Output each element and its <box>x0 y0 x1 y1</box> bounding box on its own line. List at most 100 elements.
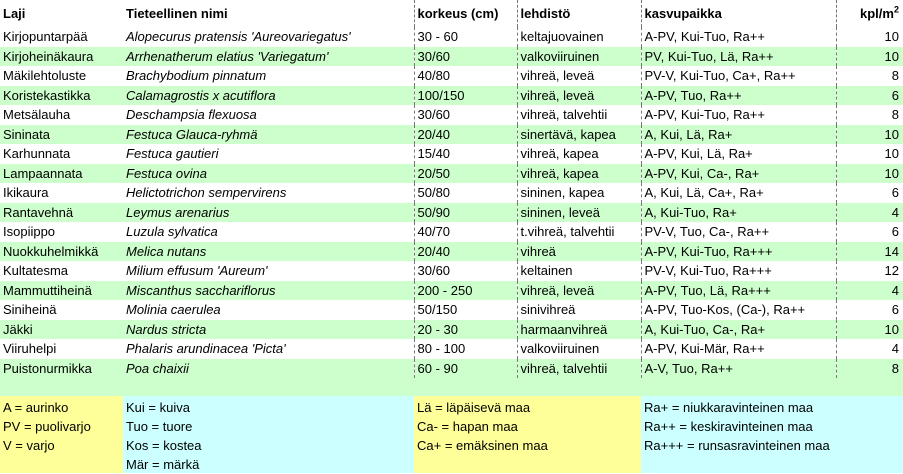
cell-korkeus[interactable]: 80 - 100 <box>414 339 518 359</box>
cell-laji[interactable]: Ikikaura <box>0 183 123 203</box>
cell-lehdisto[interactable]: vihreä, kapea <box>517 163 642 183</box>
empty-cell[interactable] <box>414 378 517 396</box>
cell-lehdisto[interactable]: harmaanvihreä <box>517 319 642 339</box>
cell-korkeus[interactable]: 40/80 <box>414 66 518 86</box>
header-laji[interactable]: Laji <box>0 0 123 27</box>
cell-laji[interactable]: Mammuttiheinä <box>0 280 123 300</box>
cell-lehdisto[interactable]: vihreä, leveä <box>517 85 642 105</box>
cell-kpl[interactable]: 4 <box>836 202 903 222</box>
cell-lehdisto[interactable]: vihreä, talvehtii <box>517 105 642 125</box>
cell-kpl[interactable]: 8 <box>836 105 903 125</box>
cell-laji[interactable]: Viiruhelpi <box>0 339 123 359</box>
cell-nimi[interactable]: Molinia caerulea <box>123 300 415 320</box>
cell-kasvupaikka[interactable]: A-PV, Tuo, Lä, Ra+++ <box>641 280 837 300</box>
cell-nimi[interactable]: Alopecurus pratensis 'Aureovariegatus' <box>123 27 415 47</box>
cell-lehdisto[interactable]: vihreä, kapea <box>517 144 642 164</box>
cell-lehdisto[interactable]: vihreä <box>517 241 642 261</box>
empty-cell[interactable] <box>517 378 641 396</box>
cell-kpl[interactable]: 10 <box>836 124 903 144</box>
cell-lehdisto[interactable]: vihreä, leveä <box>517 66 642 86</box>
cell-kpl[interactable]: 4 <box>836 280 903 300</box>
cell-kpl[interactable]: 10 <box>836 27 903 47</box>
cell-kpl[interactable]: 6 <box>836 183 903 203</box>
cell-kpl[interactable]: 8 <box>836 358 903 378</box>
cell-kasvupaikka[interactable]: A, Kui, Lä, Ra+ <box>641 124 837 144</box>
cell-lehdisto[interactable]: t.vihreä, talvehtii <box>517 222 642 242</box>
cell-laji[interactable]: Metsälauha <box>0 105 123 125</box>
cell-korkeus[interactable]: 50/80 <box>414 183 518 203</box>
cell-korkeus[interactable]: 100/150 <box>414 85 518 105</box>
cell-laji[interactable]: Isopiippo <box>0 222 123 242</box>
cell-nimi[interactable]: Luzula sylvatica <box>123 222 415 242</box>
cell-kpl[interactable]: 8 <box>836 66 903 86</box>
cell-korkeus[interactable]: 30/60 <box>414 261 518 281</box>
cell-laji[interactable]: Rantavehnä <box>0 202 123 222</box>
cell-kasvupaikka[interactable]: A-PV, Kui-Mär, Ra++ <box>641 339 837 359</box>
cell-laji[interactable]: Kultatesma <box>0 261 123 281</box>
cell-kasvupaikka[interactable]: PV-V, Kui-Tuo, Ra+++ <box>641 261 837 281</box>
cell-korkeus[interactable]: 30/60 <box>414 46 518 66</box>
cell-korkeus[interactable]: 60 - 90 <box>414 358 518 378</box>
cell-kasvupaikka[interactable]: A, Kui-Tuo, Ra+ <box>641 202 837 222</box>
cell-korkeus[interactable]: 30 - 60 <box>414 27 518 47</box>
cell-kasvupaikka[interactable]: A-PV, Tuo, Ra++ <box>641 85 837 105</box>
empty-cell[interactable] <box>836 378 903 396</box>
cell-korkeus[interactable]: 50/90 <box>414 202 518 222</box>
cell-kasvupaikka[interactable]: A-PV, Kui-Tuo, Ra++ <box>641 105 837 125</box>
cell-nimi[interactable]: Calamagrostis x acutiflora <box>123 85 415 105</box>
cell-kasvupaikka[interactable]: A-PV, Kui-Tuo, Ra++ <box>641 27 837 47</box>
cell-lehdisto[interactable]: keltajuovainen <box>517 27 642 47</box>
cell-kasvupaikka[interactable]: A-PV, Tuo-Kos, (Ca-), Ra++ <box>641 300 837 320</box>
cell-nimi[interactable]: Helictotrichon sempervirens <box>123 183 415 203</box>
cell-nimi[interactable]: Phalaris arundinacea 'Picta' <box>123 339 415 359</box>
cell-nimi[interactable]: Poa chaixii <box>123 358 415 378</box>
cell-lehdisto[interactable]: sinivihreä <box>517 300 642 320</box>
empty-cell[interactable] <box>641 378 836 396</box>
cell-lehdisto[interactable]: sininen, leveä <box>517 202 642 222</box>
cell-kpl[interactable]: 14 <box>836 241 903 261</box>
cell-laji[interactable]: Koristekastikka <box>0 85 123 105</box>
empty-cell[interactable] <box>123 378 414 396</box>
cell-laji[interactable]: Puistonurmikka <box>0 358 123 378</box>
cell-kpl[interactable]: 6 <box>836 300 903 320</box>
cell-kpl[interactable]: 10 <box>836 319 903 339</box>
cell-lehdisto[interactable]: vihreä, leveä <box>517 280 642 300</box>
cell-korkeus[interactable]: 200 - 250 <box>414 280 518 300</box>
header-lehdisto[interactable]: lehdistö <box>517 0 642 27</box>
cell-kasvupaikka[interactable]: A, Kui-Tuo, Ca-, Ra+ <box>641 319 837 339</box>
cell-kasvupaikka[interactable]: PV-V, Tuo, Ca-, Ra++ <box>641 222 837 242</box>
cell-kpl[interactable]: 6 <box>836 85 903 105</box>
cell-korkeus[interactable]: 20/40 <box>414 241 518 261</box>
cell-laji[interactable]: Kirjoheinäkaura <box>0 46 123 66</box>
cell-kasvupaikka[interactable]: A-PV, Kui, Lä, Ra+ <box>641 144 837 164</box>
cell-nimi[interactable]: Festuca Glauca-ryhmä <box>123 124 415 144</box>
cell-nimi[interactable]: Festuca ovina <box>123 163 415 183</box>
cell-nimi[interactable]: Nardus stricta <box>123 319 415 339</box>
header-kpl[interactable]: kpl/m2 <box>836 0 903 27</box>
cell-korkeus[interactable]: 30/60 <box>414 105 518 125</box>
cell-korkeus[interactable]: 20/40 <box>414 124 518 144</box>
cell-korkeus[interactable]: 20/50 <box>414 163 518 183</box>
cell-nimi[interactable]: Milium effusum 'Aureum' <box>123 261 415 281</box>
cell-nimi[interactable]: Arrhenatherum elatius 'Variegatum' <box>123 46 415 66</box>
cell-kasvupaikka[interactable]: A, Kui, Lä, Ca+, Ra+ <box>641 183 837 203</box>
cell-korkeus[interactable]: 40/70 <box>414 222 518 242</box>
cell-kpl[interactable]: 10 <box>836 144 903 164</box>
cell-lehdisto[interactable]: sininen, kapea <box>517 183 642 203</box>
header-kasvupaikka[interactable]: kasvupaikka <box>641 0 837 27</box>
cell-laji[interactable]: Mäkilehtoluste <box>0 66 123 86</box>
cell-kasvupaikka[interactable]: PV, Kui-Tuo, Lä, Ra++ <box>641 46 837 66</box>
cell-nimi[interactable]: Brachybodium pinnatum <box>123 66 415 86</box>
cell-lehdisto[interactable]: sinertävä, kapea <box>517 124 642 144</box>
cell-lehdisto[interactable]: vihreä, talvehtii <box>517 358 642 378</box>
cell-laji[interactable]: Nuokkuhelmikkä <box>0 241 123 261</box>
cell-korkeus[interactable]: 50/150 <box>414 300 518 320</box>
cell-nimi[interactable]: Melica nutans <box>123 241 415 261</box>
cell-laji[interactable]: Jäkki <box>0 319 123 339</box>
empty-cell[interactable] <box>0 378 123 396</box>
cell-kasvupaikka[interactable]: A-PV, Kui-Tuo, Ra+++ <box>641 241 837 261</box>
header-nimi[interactable]: Tieteellinen nimi <box>123 0 415 27</box>
cell-nimi[interactable]: Deschampsia flexuosa <box>123 105 415 125</box>
cell-kpl[interactable]: 12 <box>836 261 903 281</box>
cell-lehdisto[interactable]: valkoviiruinen <box>517 46 642 66</box>
